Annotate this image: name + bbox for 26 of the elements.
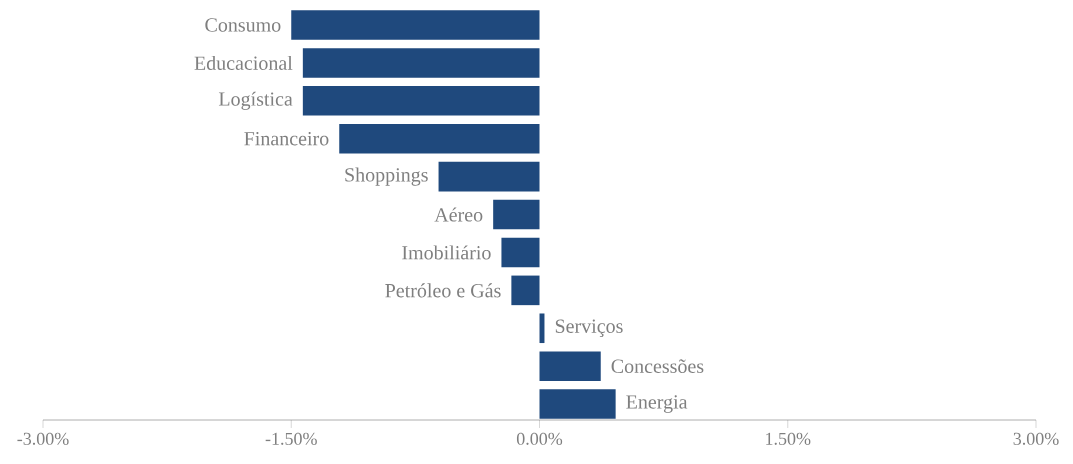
bar <box>339 123 540 154</box>
bar <box>501 237 540 268</box>
bar <box>493 199 540 230</box>
y-tick-label: Serviços <box>555 319 623 338</box>
bar <box>302 86 540 116</box>
bar <box>438 161 540 192</box>
bar <box>539 351 601 381</box>
y-tick-label: Financeiro <box>244 132 329 146</box>
x-tick-label: 3.00% <box>1013 432 1059 445</box>
y-tick-label: Shoppings <box>345 167 428 186</box>
y-tick-label: Imobiliário <box>402 245 491 260</box>
y-tick-label: Energia <box>626 395 688 413</box>
bar <box>539 389 616 419</box>
bar <box>302 48 540 78</box>
x-tick-label: 1.50% <box>766 432 811 445</box>
y-tick-label: Concessões <box>611 359 704 373</box>
x-tick-label: -1.50% <box>265 432 317 445</box>
x-tick-label: -3.00% <box>17 432 69 445</box>
y-tick-label: Aéreo <box>434 207 483 222</box>
y-tick-label: Petróleo e Gás <box>385 283 501 298</box>
y-tick-label: Consumo <box>205 18 281 32</box>
y-tick-label: Logística <box>218 91 293 110</box>
x-tick-label: 0.00% <box>516 432 563 445</box>
y-tick-label: Educacional <box>194 55 293 70</box>
bar <box>291 10 540 40</box>
bar <box>511 275 540 306</box>
